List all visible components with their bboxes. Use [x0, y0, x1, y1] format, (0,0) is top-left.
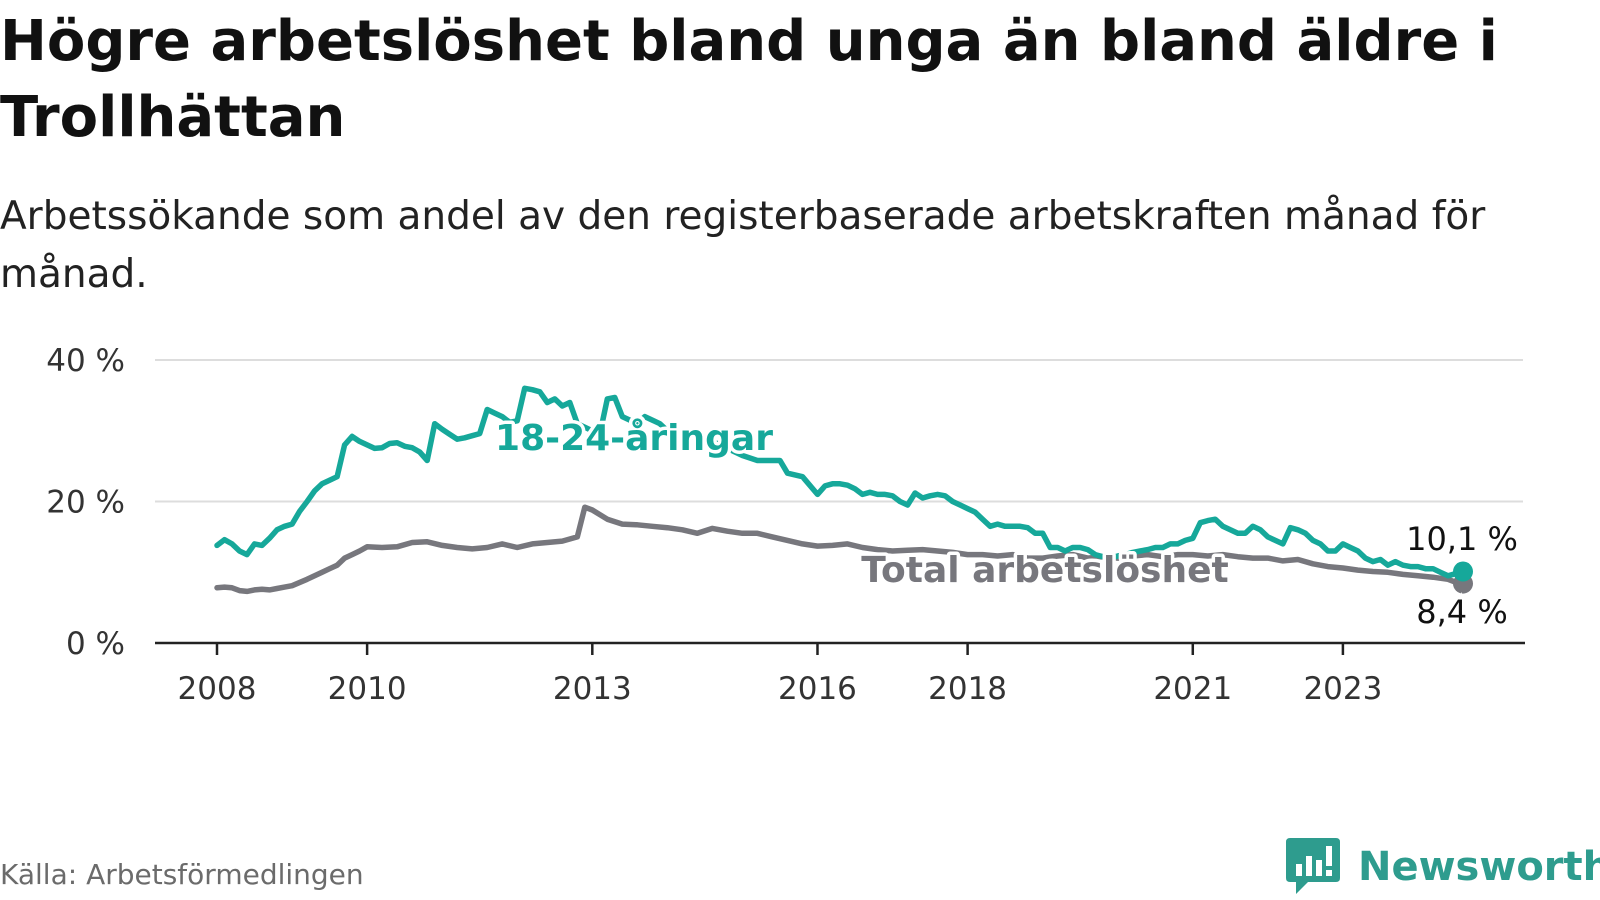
newsworthy-logo-icon: [1286, 838, 1340, 894]
x-tick-label-2016: 2016: [778, 671, 857, 707]
series-label-total: Total arbetslöshet: [861, 550, 1229, 591]
y-axis-tick-labels: 0 % 20 % 40 %: [46, 343, 125, 662]
end-label-total: 8,4 %: [1416, 593, 1507, 631]
newsworthy-brand-name: Newsworthy: [1358, 844, 1600, 890]
x-axis: [155, 641, 1525, 655]
end-point-18-24: [1453, 561, 1473, 582]
series-lines: [214, 385, 1473, 595]
x-tick-label-2008: 2008: [178, 671, 257, 707]
x-tick-label-2013: 2013: [553, 671, 632, 707]
series-line-total: [214, 504, 1466, 595]
series-label-18-24: 18-24-åringar: [495, 418, 773, 459]
newsworthy-logo[interactable]: Newsworthy: [1286, 838, 1600, 898]
chart-title: Högre arbetslöshet bland unga än bland ä…: [0, 9, 1498, 150]
line-chart: 0 % 20 % 40 % 2008 2010 2013 2016 2018 2021 2023…: [46, 343, 1525, 707]
end-label-18-24: 10,1 %: [1406, 520, 1518, 558]
x-tick-label-2023: 2023: [1303, 671, 1382, 707]
x-tick-label-2021: 2021: [1153, 671, 1232, 707]
grid-lines: [155, 359, 1523, 503]
x-tick-label-2010: 2010: [328, 671, 407, 707]
source-credit: Källa: Arbetsförmedlingen: [0, 858, 364, 891]
series-labels: 18-24-åringar Total arbetslöshet 10,1 % 8,4…: [492, 415, 1521, 635]
chart-subtitle: Arbetssökande som andel av den registerb…: [0, 194, 1486, 297]
x-tick-label-2018: 2018: [928, 671, 1007, 707]
y-tick-label-40: 40 %: [46, 343, 125, 379]
y-tick-label-0: 0 %: [66, 626, 125, 662]
y-tick-label-20: 20 %: [46, 485, 125, 521]
x-axis-tick-labels: 2008 2010 2013 2016 2018 2021 2023: [178, 671, 1383, 707]
series-line-18-24: [214, 385, 1466, 579]
